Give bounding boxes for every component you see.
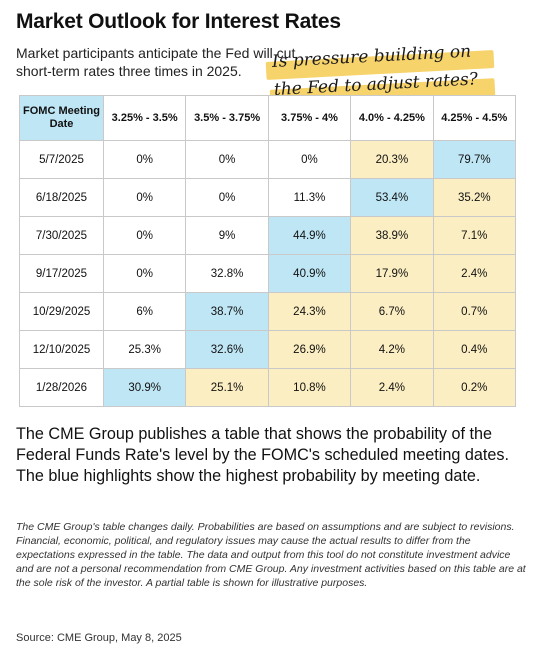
- table-row: 12/10/2025 25.3% 32.6% 26.9% 4.2% 0.4%: [19, 330, 517, 369]
- probability-cell: 9%: [185, 216, 269, 255]
- source-note: Source: CME Group, May 8, 2025: [16, 632, 182, 644]
- probability-cell: 0%: [102, 254, 187, 293]
- probability-cell: 0.2%: [432, 368, 517, 407]
- table-body: 5/7/2025 0% 0% 0% 20.3% 79.7% 6/18/2025 0% 0% 11.…: [19, 140, 517, 407]
- probability-cell-highest: 38.7%: [185, 292, 269, 331]
- meeting-date-cell: 9/17/2025: [19, 254, 104, 293]
- subtitle: Market participants anticipate the Fed w…: [16, 45, 296, 79]
- disclaimer: The CME Group's table changes daily. Pro…: [16, 521, 526, 589]
- table-header-row: FOMC Meeting Date 3.25% - 3.5% 3.5% - 3.…: [19, 95, 517, 141]
- probability-cell: 0%: [102, 216, 187, 255]
- probability-cell: 24.3%: [267, 292, 352, 331]
- probability-cell-highest: 79.7%: [432, 140, 517, 179]
- probability-cell-highest: 30.9%: [102, 368, 187, 407]
- table-row: 1/28/2026 30.9% 25.1% 10.8% 2.4% 0.2%: [19, 368, 517, 407]
- column-header: 4.25% - 4.5%: [432, 95, 517, 141]
- probability-cell: 0.4%: [432, 330, 517, 369]
- meeting-date-cell: 1/28/2026: [19, 368, 104, 407]
- probability-cell-highest: 40.9%: [267, 254, 352, 293]
- column-header: 4.0% - 4.25%: [350, 95, 434, 141]
- table-row: 6/18/2025 0% 0% 11.3% 53.4% 35.2%: [19, 178, 517, 217]
- probability-cell: 17.9%: [350, 254, 434, 293]
- column-header: 3.25% - 3.5%: [102, 95, 187, 141]
- column-header: 3.5% - 3.75%: [185, 95, 269, 141]
- column-header: 3.75% - 4%: [267, 95, 352, 141]
- probability-cell: 6%: [102, 292, 187, 331]
- probability-cell: 38.9%: [350, 216, 434, 255]
- table-row: 9/17/2025 0% 32.8% 40.9% 17.9% 2.4%: [19, 254, 517, 293]
- probability-cell: 7.1%: [432, 216, 517, 255]
- description: The CME Group publishes a table that sho…: [16, 425, 509, 485]
- probability-cell: 26.9%: [267, 330, 352, 369]
- table-row: 10/29/2025 6% 38.7% 24.3% 6.7% 0.7%: [19, 292, 517, 331]
- probability-table: FOMC Meeting Date 3.25% - 3.5% 3.5% - 3.…: [19, 95, 517, 407]
- probability-cell: 0%: [185, 140, 269, 179]
- probability-cell: 11.3%: [267, 178, 352, 217]
- probability-cell: 32.8%: [185, 254, 269, 293]
- probability-cell: 0%: [267, 140, 352, 179]
- table-row: 5/7/2025 0% 0% 0% 20.3% 79.7%: [19, 140, 517, 179]
- probability-cell: 35.2%: [432, 178, 517, 217]
- probability-cell: 0.7%: [432, 292, 517, 331]
- probability-cell: 2.4%: [432, 254, 517, 293]
- probability-cell: 25.3%: [102, 330, 187, 369]
- meeting-date-cell: 7/30/2025: [19, 216, 104, 255]
- probability-cell: 25.1%: [185, 368, 269, 407]
- probability-cell: 0%: [102, 178, 187, 217]
- probability-cell: 4.2%: [350, 330, 434, 369]
- probability-cell-highest: 32.6%: [185, 330, 269, 369]
- probability-cell-highest: 53.4%: [350, 178, 434, 217]
- probability-cell: 0%: [102, 140, 187, 179]
- meeting-date-cell: 12/10/2025: [19, 330, 104, 369]
- probability-cell: 0%: [185, 178, 269, 217]
- probability-cell-highest: 44.9%: [267, 216, 352, 255]
- probability-cell: 6.7%: [350, 292, 434, 331]
- probability-cell: 10.8%: [267, 368, 352, 407]
- meeting-date-cell: 5/7/2025: [19, 140, 104, 179]
- page-title: Market Outlook for Interest Rates: [16, 10, 341, 33]
- corner-header: FOMC Meeting Date: [19, 95, 104, 141]
- probability-cell: 2.4%: [350, 368, 434, 407]
- meeting-date-cell: 6/18/2025: [19, 178, 104, 217]
- probability-cell: 20.3%: [350, 140, 434, 179]
- meeting-date-cell: 10/29/2025: [19, 292, 104, 331]
- table-row: 7/30/2025 0% 9% 44.9% 38.9% 7.1%: [19, 216, 517, 255]
